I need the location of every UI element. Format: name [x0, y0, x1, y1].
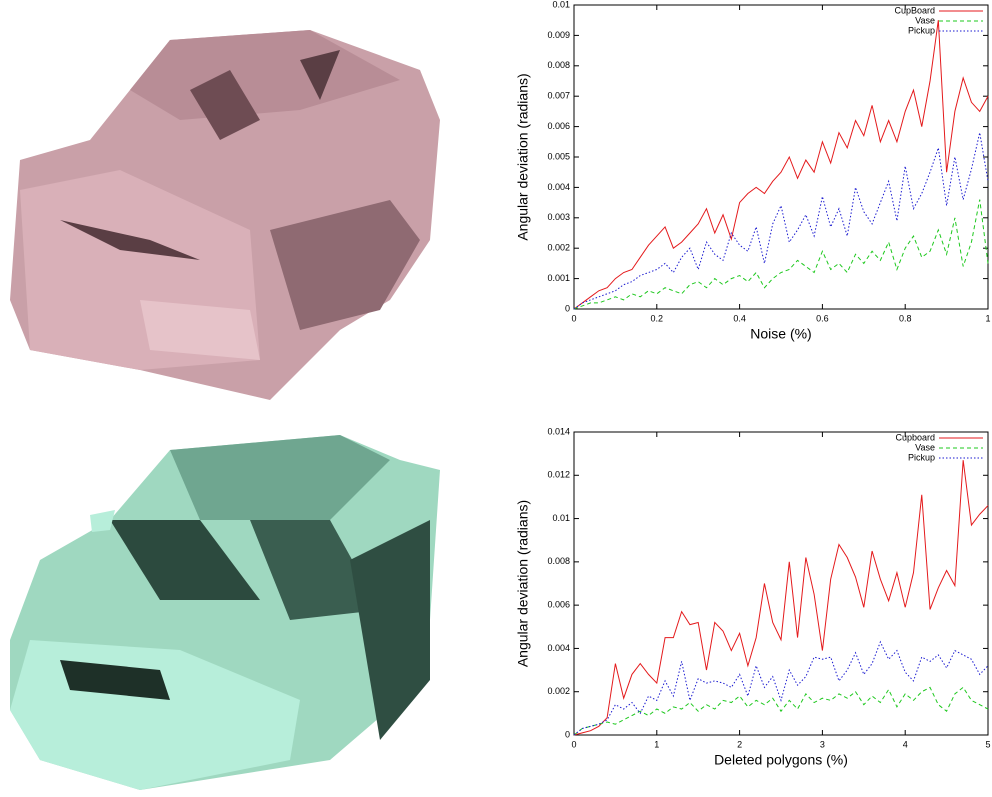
x-tick-label: 1: [654, 739, 659, 749]
y-axis-label: Angular deviation (radians): [515, 500, 531, 667]
x-axis-label: Deleted polygons (%): [714, 752, 848, 768]
x-tick-label: 0.6: [816, 313, 829, 323]
x-tick-label: 2: [737, 739, 742, 749]
x-tick-label: 3: [820, 739, 825, 749]
legend-label: CupBoard: [894, 5, 935, 15]
plot-frame: [573, 431, 989, 736]
x-tick-label: 4: [903, 739, 908, 749]
x-tick-label: 5: [985, 739, 990, 749]
series-line: [573, 20, 989, 310]
x-tick-label: 0: [571, 739, 576, 749]
y-tick-label: 0.003: [547, 212, 570, 222]
series-line: [573, 460, 989, 736]
y-tick-label: 0.014: [547, 426, 570, 436]
y-tick-label: 0.005: [547, 151, 570, 161]
legend-label: Pickup: [908, 452, 935, 462]
x-tick-label: 0.8: [899, 313, 912, 323]
x-axis-label: Noise (%): [750, 326, 811, 342]
legend-label: Vase: [915, 442, 935, 452]
y-tick-label: 0.002: [547, 243, 570, 253]
y-tick-label: 0.007: [547, 91, 570, 101]
y-tick-label: 0.004: [547, 643, 570, 653]
y-tick-label: 0.012: [547, 470, 570, 480]
legend-label: Pickup: [908, 25, 935, 35]
y-tick-label: 0.001: [547, 273, 570, 283]
green-car-render: [10, 435, 440, 790]
x-tick-label: 0: [571, 313, 576, 323]
series-line: [573, 199, 989, 310]
series-line: [573, 132, 989, 310]
y-tick-label: 0.004: [547, 182, 570, 192]
plot-lines: [573, 460, 989, 736]
legend-label: Cupboard: [895, 432, 935, 442]
legend-label: Vase: [915, 15, 935, 25]
y-tick-label: 0.008: [547, 60, 570, 70]
y-tick-label: 0.009: [547, 30, 570, 40]
y-tick-label: 0.006: [547, 121, 570, 131]
plot-lines: [573, 20, 989, 310]
y-tick-label: 0.002: [547, 686, 570, 696]
pink-car-render: [10, 30, 440, 400]
x-tick-label: 0.2: [651, 313, 664, 323]
x-tick-label: 0.4: [733, 313, 746, 323]
y-tick-label: 0: [565, 729, 570, 739]
x-tick-label: 1: [985, 313, 990, 323]
y-tick-label: 0: [565, 303, 570, 313]
y-tick-label: 0.008: [547, 556, 570, 566]
series-line: [573, 640, 989, 736]
y-tick-label: 0.01: [552, 513, 570, 523]
y-tick-label: 0.006: [547, 600, 570, 610]
y-axis-label: Angular deviation (radians): [515, 73, 531, 240]
series-line: [573, 686, 989, 736]
y-tick-label: 0.01: [552, 0, 570, 9]
